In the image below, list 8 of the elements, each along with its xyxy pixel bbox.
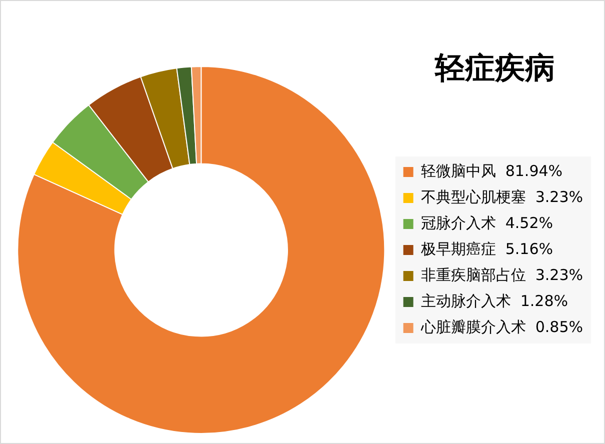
legend-label: 不典型心肌梗塞 3.23% [420, 188, 583, 206]
chart-title: 轻症疾病 [434, 50, 556, 88]
legend-label: 非重疾脑部占位 3.23% [420, 266, 583, 284]
legend-label: 主动脉介入术 1.28% [420, 292, 568, 310]
legend-label: 冠脉介入术 4.52% [420, 214, 553, 232]
legend-label: 极早期癌症 5.16% [420, 240, 553, 258]
legend-label: 轻微脑中风 81.94% [420, 162, 563, 180]
legend-label: 心脏瓣膜介入术 0.85% [420, 318, 583, 336]
